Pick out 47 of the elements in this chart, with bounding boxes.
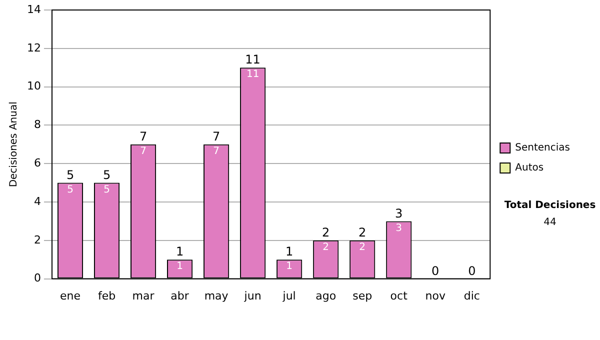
data-label: 5 bbox=[104, 184, 110, 196]
text: Total Decisiones bbox=[503, 200, 597, 211]
data-label: 1 bbox=[176, 261, 183, 272]
x-tick-label: nov bbox=[425, 289, 446, 302]
x-tick-label: jun bbox=[243, 289, 262, 302]
legend-label: Sentencias bbox=[515, 142, 570, 154]
total-label: 2 bbox=[322, 226, 330, 240]
legend-label: Autos bbox=[515, 162, 544, 174]
total-label: 3 bbox=[395, 206, 403, 220]
total-label: 5 bbox=[102, 168, 111, 182]
x-tick-label: ago bbox=[316, 289, 336, 302]
x-tick-label: ene bbox=[60, 289, 81, 302]
total-label: 7 bbox=[139, 130, 148, 144]
data-label: 2 bbox=[359, 242, 366, 253]
total-label: 7 bbox=[212, 130, 220, 144]
x-tick-label: abr bbox=[170, 289, 190, 302]
x-tick-label: feb bbox=[98, 289, 116, 302]
text: 44 bbox=[542, 217, 558, 228]
x-tick-label: sep bbox=[352, 289, 372, 302]
total-label: 1 bbox=[286, 244, 294, 259]
data-label: 7 bbox=[213, 146, 220, 157]
x-tick-label: mar bbox=[132, 289, 155, 302]
total-label: 0 bbox=[468, 264, 476, 278]
x-tick-label: jul bbox=[282, 289, 296, 302]
data-label: 3 bbox=[396, 222, 402, 234]
data-label: 11 bbox=[246, 69, 260, 80]
y-tick-label: 10 bbox=[26, 80, 41, 93]
y-tick-label: 14 bbox=[26, 2, 41, 16]
y-axis-title: Decisiones Anual bbox=[8, 102, 20, 188]
data-label: 5 bbox=[67, 184, 74, 196]
data-label: 2 bbox=[322, 242, 330, 253]
total-label: 1 bbox=[176, 244, 184, 259]
total-label: 0 bbox=[432, 264, 440, 278]
x-tick-label: may bbox=[204, 289, 229, 302]
data-label: 7 bbox=[140, 146, 146, 157]
total-label: 2 bbox=[358, 226, 366, 240]
total-label: 5 bbox=[66, 168, 74, 182]
total-label: 11 bbox=[245, 52, 260, 67]
y-tick-label: 4 bbox=[34, 194, 41, 208]
y-tick-label: 2 bbox=[34, 233, 41, 246]
x-tick-label: oct bbox=[390, 289, 408, 302]
x-tick-label: dic bbox=[464, 289, 480, 302]
y-tick-label: 6 bbox=[34, 156, 41, 170]
y-tick-label: 8 bbox=[34, 118, 41, 132]
y-tick-label: 0 bbox=[34, 272, 41, 285]
y-tick-label: 12 bbox=[26, 41, 41, 54]
data-label: 1 bbox=[286, 261, 293, 272]
